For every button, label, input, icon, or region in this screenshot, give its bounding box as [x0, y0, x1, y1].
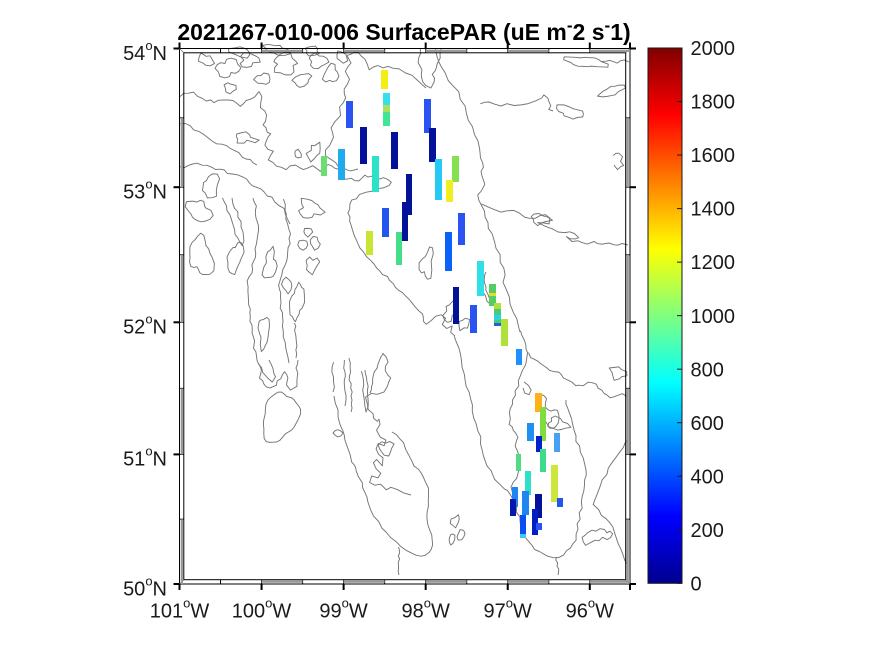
svg-text:1800: 1800: [691, 92, 736, 114]
svg-text:800: 800: [691, 359, 724, 381]
svg-text:0: 0: [691, 573, 702, 595]
svg-text:53oN: 53oN: [123, 177, 167, 204]
svg-text:1600: 1600: [691, 145, 736, 167]
svg-text:2021267-010-006 SurfacePAR (uE: 2021267-010-006 SurfacePAR (uE m-2 s-1): [177, 16, 630, 45]
svg-text:98oW: 98oW: [401, 595, 449, 622]
svg-text:54oN: 54oN: [123, 38, 167, 65]
svg-text:101oW: 101oW: [150, 595, 210, 622]
svg-text:600: 600: [691, 413, 724, 435]
svg-text:2000: 2000: [691, 38, 736, 60]
svg-text:1200: 1200: [691, 252, 736, 274]
svg-text:200: 200: [691, 520, 724, 542]
svg-text:100oW: 100oW: [232, 595, 292, 622]
svg-text:400: 400: [691, 466, 724, 488]
svg-text:51oN: 51oN: [123, 444, 167, 471]
svg-text:50oN: 50oN: [123, 573, 167, 600]
svg-text:1000: 1000: [691, 306, 736, 328]
svg-text:1400: 1400: [691, 199, 736, 221]
svg-text:52oN: 52oN: [123, 312, 167, 339]
